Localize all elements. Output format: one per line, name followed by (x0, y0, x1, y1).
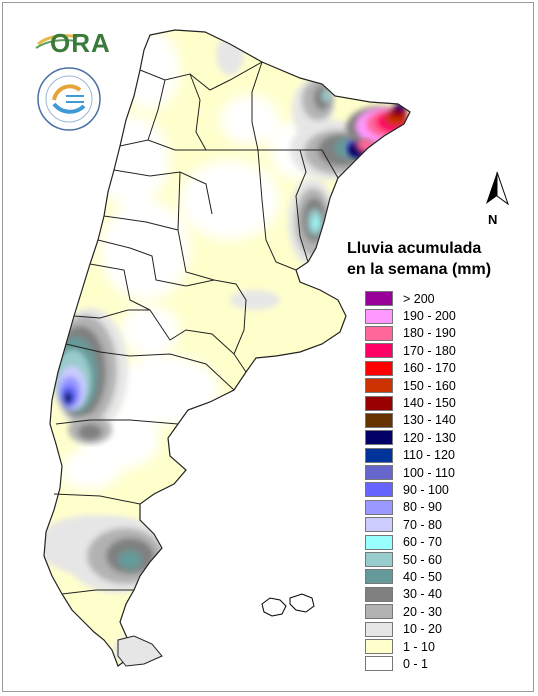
legend-label: 0 - 1 (403, 656, 429, 671)
legend-swatch (365, 378, 393, 394)
legend-item: 100 - 110 (365, 464, 515, 481)
legend-title-line1: Lluvia acumulada (347, 240, 482, 257)
legend-swatch (365, 430, 393, 446)
legend-item: 40 - 50 (365, 568, 515, 585)
legend-label: 70 - 80 (403, 517, 442, 532)
legend-label: 190 - 200 (403, 309, 456, 324)
legend-item: 140 - 150 (365, 394, 515, 411)
legend-item: 30 - 40 (365, 586, 515, 603)
legend-item: 180 - 190 (365, 325, 515, 342)
legend-title: Lluvia acumulada en la semana (mm) (347, 238, 527, 280)
legend-item: 70 - 80 (365, 516, 515, 533)
legend-swatch (365, 639, 393, 654)
ora-logo-text: ORA (50, 28, 111, 58)
legend-item: 0 - 1 (365, 655, 515, 672)
legend-swatch (365, 465, 393, 481)
ora-logo-icon (35, 34, 79, 49)
legend-item: 1 - 10 (365, 638, 515, 655)
smn-seal-icon (37, 67, 101, 131)
legend-swatch (365, 517, 393, 533)
legend-swatch (365, 343, 393, 359)
legend-swatch (365, 308, 393, 324)
legend-label: 1 - 10 (403, 639, 435, 654)
legend-item: 160 - 170 (365, 360, 515, 377)
north-arrow-icon (486, 171, 509, 206)
legend-label: 40 - 50 (403, 569, 442, 584)
legend-label: 170 - 180 (403, 343, 456, 358)
legend-item: 130 - 140 (365, 412, 515, 429)
legend-item: 20 - 30 (365, 603, 515, 620)
legend-label: 140 - 150 (403, 396, 456, 411)
legend-label: 30 - 40 (403, 587, 442, 602)
legend-swatch (365, 360, 393, 376)
legend-label: 100 - 110 (403, 465, 455, 480)
legend-label: 80 - 90 (403, 500, 442, 515)
legend-swatch (365, 395, 393, 411)
legend-item: 80 - 90 (365, 499, 515, 516)
legend-swatch (365, 482, 393, 498)
legend-title-line2: en la semana (mm) (347, 261, 492, 278)
legend-item: 60 - 70 (365, 533, 515, 550)
legend-label: 120 - 130 (403, 430, 456, 445)
north-arrow-label: N (488, 212, 498, 227)
legend-swatch (365, 291, 393, 307)
legend-label: 150 - 160 (403, 378, 456, 393)
legend-item: 170 - 180 (365, 342, 515, 359)
legend-swatch (365, 447, 393, 463)
legend-swatch (365, 325, 393, 341)
legend-label: 10 - 20 (403, 622, 442, 637)
legend-label: 90 - 100 (403, 482, 449, 497)
legend-item: 50 - 60 (365, 551, 515, 568)
legend-item: 110 - 120 (365, 447, 515, 464)
legend-label: > 200 (403, 291, 435, 306)
legend-swatch (365, 552, 393, 568)
legend-label: 20 - 30 (403, 604, 442, 619)
legend-label: 60 - 70 (403, 535, 442, 550)
legend: > 200 190 - 200 180 - 190 170 - 180 160 - 17… (365, 290, 515, 673)
legend-swatch (365, 604, 393, 620)
legend-swatch (365, 412, 393, 428)
legend-swatch (365, 569, 393, 585)
legend-item: 120 - 130 (365, 429, 515, 446)
legend-item: 190 - 200 (365, 307, 515, 324)
legend-swatch (365, 656, 393, 672)
legend-label: 50 - 60 (403, 552, 442, 567)
legend-item: > 200 (365, 290, 515, 307)
legend-label: 180 - 190 (403, 326, 456, 341)
legend-item: 150 - 160 (365, 377, 515, 394)
legend-item: 10 - 20 (365, 620, 515, 637)
legend-swatch (365, 621, 393, 637)
legend-swatch (365, 534, 393, 550)
legend-label: 130 - 140 (403, 413, 456, 428)
legend-swatch (365, 499, 393, 515)
legend-swatch (365, 586, 393, 602)
legend-item: 90 - 100 (365, 481, 515, 498)
legend-label: 160 - 170 (403, 361, 456, 376)
legend-label: 110 - 120 (403, 448, 455, 463)
